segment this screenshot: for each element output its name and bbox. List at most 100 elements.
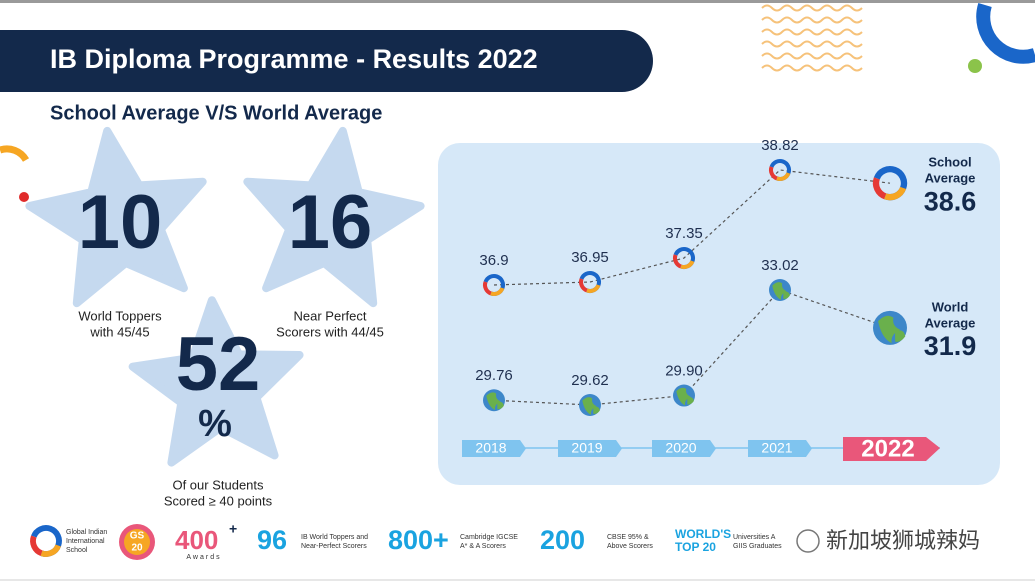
year-pill [652,440,716,457]
footer-text: International [66,538,105,545]
footer-text: Above Scorers [607,543,653,550]
stat-caption: Scored ≥ 40 points [164,493,273,508]
watermark-bg [790,522,1035,562]
continent [878,315,906,344]
year-pill [462,440,526,457]
year-label: 2018 [475,440,506,456]
footer-text: IB World Toppers and [301,534,368,541]
stat-number: 52 [176,322,261,407]
data-label: 33.02 [761,257,799,274]
year-pill [748,440,812,457]
year-label: 2019 [571,440,602,456]
stat-caption: with 45/45 [89,324,149,339]
icon-arc [30,535,43,556]
stat-number: 16 [288,180,373,265]
stat-caption: World Toppers [78,308,162,323]
watermark-icon [796,529,820,553]
footer-text: School [66,547,88,554]
footer-text: Universities A [733,534,776,541]
year-label-current: 2022 [861,435,914,462]
data-label: 37.35 [665,225,703,242]
footer-text: Near-Perfect Scorers [301,543,367,550]
wavy-decoration [761,4,863,72]
school-icon [579,271,602,294]
stat-caption: Of our Students [172,477,264,492]
icon-arc [673,254,682,269]
data-label: 29.76 [475,367,513,384]
continent [676,387,694,406]
legend-label: School [928,155,971,170]
star [128,296,304,467]
school-icon [673,247,696,270]
footer-text: 200 [540,525,585,555]
world-icon [873,310,907,345]
series-line [493,169,891,286]
ring-decoration [976,2,1035,64]
title-bar [0,30,653,92]
icon-arc [490,287,505,296]
world-icon [483,389,505,412]
footer-text: 新加坡狮城辣妈 [826,529,980,554]
footer-text: 800+ [388,525,449,555]
world-icon [769,279,791,301]
subtitle: School Average V/S World Average [50,102,382,124]
school-icon [769,159,792,181]
footer-text: 20 [131,543,143,554]
footer-text: GS [130,531,145,542]
footer-text: TOP 20 [675,540,716,554]
footer-text: Global Indian [66,529,107,536]
final-value: 38.6 [924,186,977,216]
icon-arc [776,172,791,181]
dot-decoration [19,192,29,202]
legend-label: World [932,299,969,314]
data-label: 36.95 [571,249,609,266]
icon-arc [586,284,601,293]
year-pill-current [843,437,940,461]
stat-unit: % [198,403,232,445]
year-label: 2020 [665,440,696,456]
school-icon [30,525,62,557]
icon-arc [872,177,887,200]
data-label: 38.82 [761,137,799,154]
icon-arc [579,278,588,293]
star [25,126,207,308]
data-label: 36.9 [479,252,508,269]
world-icon [579,394,601,416]
stat-caption: Near Perfect [294,308,367,323]
badge-inner [124,529,150,555]
footer-text: 400 [175,525,218,555]
data-label: 29.62 [571,372,609,389]
footer-text: GIIS Graduates [733,543,782,550]
icon-arc [680,260,695,270]
legend-label: Average [925,171,976,186]
arc-decoration [0,145,30,162]
star [243,126,425,308]
footer-text: 96 [257,525,287,555]
series-line [493,289,891,406]
footer-text: A* & A Scorers [460,543,506,550]
stat-number: 10 [78,180,163,265]
data-label: 29.90 [665,362,703,379]
footer-text: CBSE 95% & [607,534,649,541]
icon-arc [40,544,61,557]
school-icon [483,274,506,296]
footer-text: WORLD'S [675,527,731,541]
continent [772,282,790,300]
title: IB Diploma Programme - Results 2022 [50,44,538,74]
icon-arc [483,281,492,296]
footer-text: Awards [186,554,221,561]
school-icon [872,166,908,201]
icon-arc [769,166,778,181]
dot-decoration [968,59,982,73]
footer-text: Cambridge IGCSE [460,534,518,541]
year-pill [558,440,622,457]
top-border [0,0,1035,3]
icon-arc [884,186,907,201]
continent [486,392,504,411]
final-value: 31.9 [924,331,977,361]
stat-caption: Scorers with 44/45 [276,324,384,339]
footer-text: + [229,521,237,537]
legend-label: Average [925,315,976,330]
